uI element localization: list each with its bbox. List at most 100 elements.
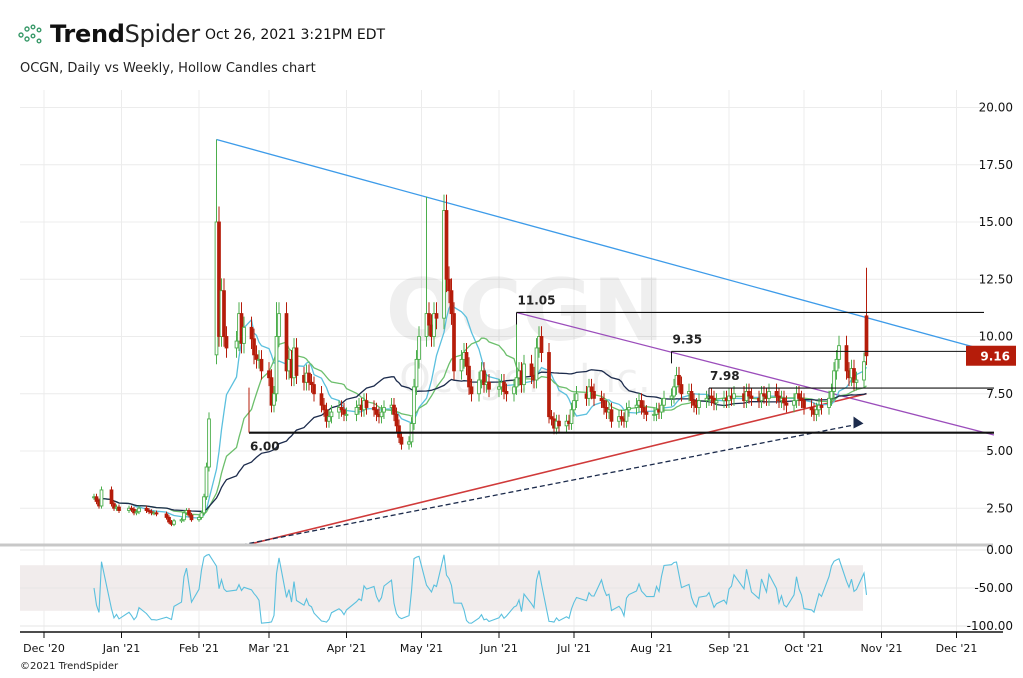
candle-down [482,370,486,386]
x-tick-label: Dec '20 [23,642,65,655]
candle-down [797,393,801,399]
candle-down [307,372,311,383]
candle-up [277,313,281,337]
candle-up [704,397,709,402]
trendline-purple [516,311,995,436]
candle-up [179,519,184,522]
candle-down [784,402,789,406]
x-tick-label: Dec '21 [936,642,978,655]
candle-down [254,354,259,360]
oscillator [93,553,868,624]
candle-up [627,407,631,411]
price-level-label: 11.05 [518,293,556,307]
candle-up [329,411,334,418]
candle-down [217,221,221,337]
candle-down [809,407,814,411]
candle-down [592,391,596,399]
x-tick-label: Aug '21 [631,642,673,655]
timestamp: Oct 26, 2021 3:21PM EDT [205,27,386,43]
candle-down [444,210,449,280]
candle-down [852,368,856,383]
x-tick-label: Feb '21 [179,642,219,655]
candle-up [197,516,201,521]
candle-up [569,409,574,424]
candle-down [529,363,534,376]
y-tick-label: 7.50 [986,387,1013,401]
candle-up [134,511,139,514]
y-tick-label: 17.50 [979,158,1013,172]
candle-up [827,397,831,408]
candle-up [512,386,516,395]
candle-down [374,409,379,415]
brand-name: TrendSpider [50,20,200,48]
candle-down [149,511,154,514]
trendline-blue [216,138,995,354]
candle-up [697,400,701,408]
candle-down [284,313,289,372]
candle-up [522,363,526,386]
candle-down [689,391,694,402]
x-tick-label: Nov '21 [861,642,903,655]
projection-arrow-icon [853,416,864,429]
candle-down [112,503,116,509]
candle-up [414,358,419,388]
candle-down [392,404,396,415]
candle-up [327,416,331,422]
moving-average-10 [93,302,868,519]
candle-down [642,407,646,413]
candle-down [504,391,509,395]
candle-up [354,407,359,415]
candles [92,139,869,527]
candle-down [397,425,401,438]
candle-down [709,395,714,399]
candle-down [312,384,316,395]
chart-subtitle: OCGN, Daily vs Weekly, Hollow Candles ch… [20,61,316,76]
candle-up [182,512,186,521]
candle-down [222,290,226,337]
watermark-symbol: OCGN [386,261,665,361]
candle-up [207,418,211,468]
candle-down [487,381,491,390]
trendspider-logo-icon [18,24,42,44]
candle-down [324,409,329,422]
candle-down [399,436,404,445]
osc-tick-label: -100.00 [967,619,1013,633]
trendlines [216,138,995,546]
candle-up [759,393,764,402]
y-tick-label: 10.00 [979,330,1013,344]
x-tick-label: Mar '21 [248,642,289,655]
price-levels: 11.05 9.35 7.98 6.00 [248,293,994,454]
candle-down [372,407,376,411]
candle-up [172,520,176,525]
candle-up [624,409,629,422]
candle-up [234,340,239,349]
y-tick-label: 15.00 [979,215,1013,229]
candle-down [427,313,431,326]
candle-down [464,352,469,367]
candle-up [514,377,519,388]
candle-up [379,411,384,418]
candle-down [224,336,229,349]
copyright: ©2021 TrendSpider [20,661,119,672]
x-tick-label: Jun '21 [479,642,518,655]
candle-up [344,413,349,416]
osc-tick-label: 0.00 [986,543,1013,557]
candle-up [477,379,481,395]
williams-r-line [93,553,868,624]
candle-up [814,409,819,415]
candle-down [762,393,766,397]
candle-down [144,507,149,511]
last-price-label: 9.16 [980,350,1010,364]
price-level-label: 6.00 [250,440,280,454]
candle-up [432,313,436,337]
candle-up [417,336,421,360]
candle-down [309,381,314,386]
candle-down [599,397,604,402]
price-level-label: 7.98 [710,369,740,383]
candle-down [434,313,439,319]
candle-down [547,352,551,418]
candle-down [339,407,344,411]
candle-down [644,411,649,415]
axes: 20.00 17.50 15.00 12.50 10.00 7.50 5.00 2.50 Dec… [0,101,1016,655]
